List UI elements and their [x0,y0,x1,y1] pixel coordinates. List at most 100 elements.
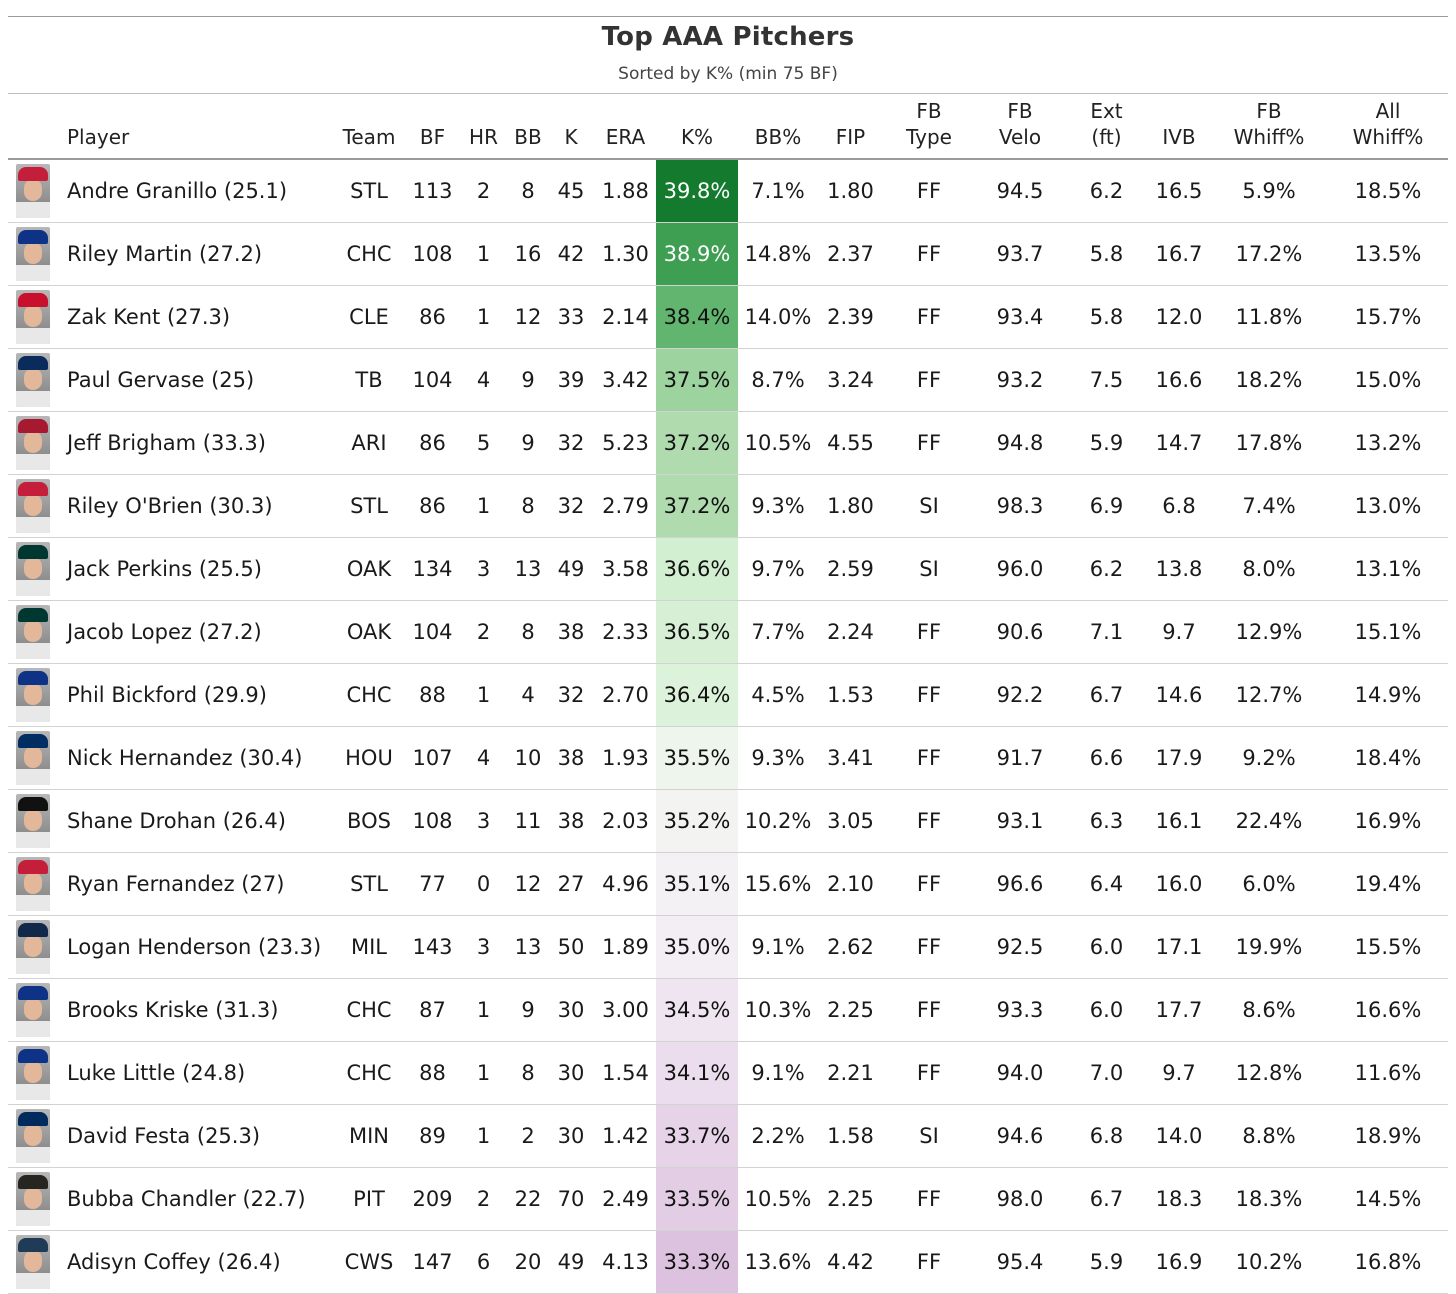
bf-cell: 86 [419,304,446,329]
table-row[interactable]: Bubba Chandler (22.7) PIT 209 2 22 70 2.49 33.5… [8,1167,1448,1230]
table-subtitle: Sorted by K% (min 75 BF) [618,64,838,84]
table-row[interactable]: Shane Drohan (26.4) BOS 108 3 11 38 2.03 35.2% 1… [8,789,1448,852]
fb-type-cell: FF [916,682,942,707]
header-rule [8,93,1448,94]
bbpct-cell: 10.5% [744,430,812,455]
fb-whiff-cell: 12.7% [1235,682,1303,707]
bb-cell: 8 [521,619,535,644]
ext-cell: 6.9 [1089,493,1124,518]
bbpct-cell: 14.0% [744,304,812,329]
player-cell: Andre Granillo (25.1) [67,178,288,203]
bb-cell: 12 [514,304,542,329]
bb-cell: 8 [521,493,535,518]
team-column-header[interactable]: Team [342,125,396,149]
bbpct-cell: 9.1% [751,1060,805,1085]
era-cell: 4.96 [602,871,649,896]
bbpct-cell: 9.3% [751,745,805,770]
table-row[interactable]: Jack Perkins (25.5) OAK 134 3 13 49 3.58 36.6% 9… [8,537,1448,600]
k-column-header[interactable]: K [564,125,578,149]
era-cell: 2.70 [602,682,649,707]
ivb-column-header[interactable]: IVB [1162,125,1196,149]
table-row[interactable]: Logan Henderson (23.3) MIL 143 3 13 50 1.89 35.… [8,915,1448,978]
kpct-cell: 33.7% [656,1104,738,1167]
player-photo-cell [8,222,58,285]
bbpct-cell: 10.3% [744,997,812,1022]
fip-cell: 2.25 [827,1186,874,1211]
team-cell: STL [350,178,388,203]
bb-cell: 8 [521,1060,535,1085]
ext-column-header[interactable]: Ext (ft) [1090,99,1123,149]
player-headshot-icon [16,1045,50,1100]
hr-column-header[interactable]: HR [469,125,498,149]
fip-cell: 3.24 [827,367,874,392]
table-row[interactable]: Riley Martin (27.2) CHC 108 1 16 42 1.30 38.9% 1… [8,222,1448,285]
fb-whiff-column-header[interactable]: FB Whiff% [1233,99,1305,149]
all-whiff-column-header[interactable]: All Whiff% [1352,99,1424,149]
fb-velo-cell: 94.5 [996,178,1044,203]
bf-column-header[interactable]: BF [419,125,446,149]
era-cell: 1.54 [602,1060,649,1085]
era-cell: 2.03 [602,808,649,833]
fb-type-column-header[interactable]: FB Type [906,99,952,149]
fip-cell: 2.62 [827,934,874,959]
player-photo-cell [8,1104,58,1167]
fb-whiff-cell: 17.2% [1235,241,1303,266]
bbpct-cell: 9.3% [751,493,805,518]
fb-velo-cell: 93.1 [996,808,1044,833]
player-cell: Logan Henderson (23.3) [67,934,322,959]
team-cell: PIT [353,1186,385,1211]
bb-column-header[interactable]: BB [514,125,542,149]
fb-velo-column-header[interactable]: FB Velo [998,99,1042,149]
table-row[interactable]: Nick Hernandez (30.4) HOU 107 4 10 38 1.93 35.5… [8,726,1448,789]
player-headshot-icon [16,352,50,407]
ext-cell: 6.8 [1089,1123,1124,1148]
all-whiff-cell: 18.9% [1354,1123,1422,1148]
bf-cell: 88 [419,1060,446,1085]
bf-cell: 88 [419,682,446,707]
table-row[interactable]: Ryan Fernandez (27) STL 77 0 12 27 4.96 35.1% 15… [8,852,1448,915]
team-cell: CHC [346,997,392,1022]
player-photo-cell [8,348,58,411]
player-headshot-icon [16,604,50,659]
player-cell: Zak Kent (27.3) [67,304,231,329]
ext-cell: 6.7 [1089,1186,1124,1211]
fb-type-cell: FF [916,808,942,833]
fb-type-cell: FF [916,1060,942,1085]
bbpct-column-header[interactable]: BB% [754,125,802,149]
fb-whiff-cell: 8.0% [1242,556,1296,581]
table-row[interactable]: Brooks Kriske (31.3) CHC 87 1 9 30 3.00 34.5% 10… [8,978,1448,1041]
ext-cell: 6.3 [1089,808,1124,833]
table-row[interactable]: Paul Gervase (25) TB 104 4 9 39 3.42 37.5% 8.7% 3… [8,348,1448,411]
player-column-header[interactable]: Player [67,125,130,149]
fip-column-header[interactable]: FIP [835,125,866,149]
table-row[interactable]: Zak Kent (27.3) CLE 86 1 12 33 2.14 38.4% 14.0% 2… [8,285,1448,348]
table-row[interactable]: Jacob Lopez (27.2) OAK 104 2 8 38 2.33 36.5% 7.7… [8,600,1448,663]
table-row[interactable]: Phil Bickford (29.9) CHC 88 1 4 32 2.70 36.4% 4.… [8,663,1448,726]
player-photo-cell [8,474,58,537]
player-photo-cell [8,1167,58,1230]
all-whiff-cell: 13.2% [1354,430,1422,455]
fb-type-cell: SI [919,1123,939,1148]
table-row[interactable]: Andre Granillo (25.1) STL 113 2 8 45 1.88 39.8%… [8,159,1448,222]
kpct-column-header[interactable]: K% [680,125,714,149]
player-cell: Ryan Fernandez (27) [67,871,285,896]
bb-cell: 8 [521,178,535,203]
table-row[interactable]: David Festa (25.3) MIN 89 1 2 30 1.42 33.7% 2.2%… [8,1104,1448,1167]
player-cell: Paul Gervase (25) [67,367,255,392]
table-row[interactable]: Adisyn Coffey (26.4) CWS 147 6 20 49 4.13 33.3%… [8,1230,1448,1293]
fb-velo-cell: 91.7 [996,745,1044,770]
ivb-cell: 16.5 [1155,178,1203,203]
era-column-header[interactable]: ERA [605,125,646,149]
bbpct-cell: 7.7% [751,619,805,644]
all-whiff-cell: 16.9% [1354,808,1422,833]
table-row[interactable]: Jeff Brigham (33.3) ARI 86 5 9 32 5.23 37.2% 10.… [8,411,1448,474]
table-row[interactable]: Luke Little (24.8) CHC 88 1 8 30 1.54 34.1% 9.1%… [8,1041,1448,1104]
fb-type-cell: FF [916,1186,942,1211]
fb-whiff-cell: 17.8% [1235,430,1303,455]
table-body: Andre Granillo (25.1) STL 113 2 8 45 1.88 39.8%… [8,159,1448,1293]
hr-cell: 1 [476,493,491,518]
table-row[interactable]: Riley O'Brien (30.3) STL 86 1 8 32 2.79 37.2% 9.… [8,474,1448,537]
fb-whiff-cell: 8.8% [1242,1123,1296,1148]
hr-cell: 0 [476,871,491,896]
ivb-cell: 14.6 [1155,682,1203,707]
